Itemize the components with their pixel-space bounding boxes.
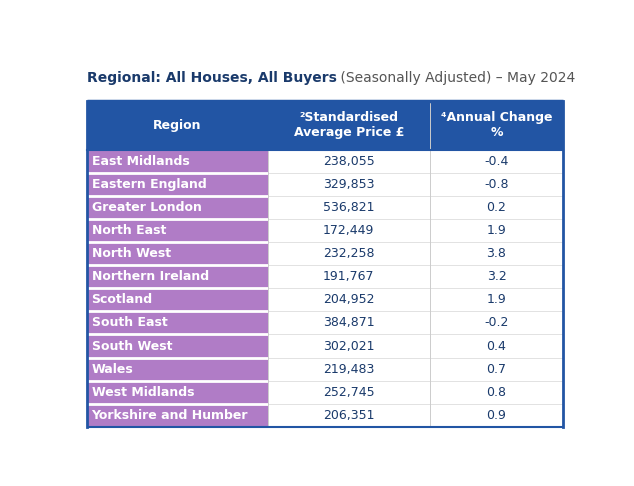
Text: 384,871: 384,871	[323, 316, 375, 330]
Bar	[87, 173, 268, 196]
Text: 0.7: 0.7	[486, 363, 507, 376]
Bar	[87, 312, 268, 334]
Bar	[87, 334, 268, 358]
Text: Regional: All Houses, All Buyers: Regional: All Houses, All Buyers	[87, 71, 337, 86]
Text: 232,258: 232,258	[323, 247, 375, 260]
Bar	[87, 196, 268, 219]
Bar	[87, 150, 268, 173]
Text: ²Standardised
Average Price £: ²Standardised Average Price £	[294, 111, 404, 139]
Bar	[87, 288, 268, 312]
Bar	[87, 219, 268, 242]
Bar	[87, 381, 268, 404]
Text: 172,449: 172,449	[323, 224, 375, 237]
Text: South West: South West	[91, 340, 172, 352]
Text: Scotland: Scotland	[91, 293, 153, 306]
Text: Wales: Wales	[91, 363, 133, 376]
Text: 191,767: 191,767	[323, 270, 375, 283]
Text: 0.4: 0.4	[486, 340, 507, 352]
Text: 0.9: 0.9	[486, 409, 507, 422]
Text: 238,055: 238,055	[323, 155, 375, 168]
Bar	[87, 242, 268, 265]
Text: 0.2: 0.2	[486, 201, 507, 214]
Text: Northern Ireland: Northern Ireland	[91, 270, 209, 283]
Text: 204,952: 204,952	[323, 293, 375, 306]
Text: -0.2: -0.2	[484, 316, 508, 330]
Text: North West: North West	[91, 247, 171, 260]
Text: North East: North East	[91, 224, 166, 237]
Text: 0.8: 0.8	[486, 386, 507, 399]
Text: South East: South East	[91, 316, 167, 330]
Text: Greater London: Greater London	[91, 201, 202, 214]
Text: Yorkshire and Humber: Yorkshire and Humber	[91, 409, 248, 422]
Text: Region: Region	[153, 119, 202, 132]
Text: 206,351: 206,351	[323, 409, 375, 422]
Text: Eastern England: Eastern England	[91, 178, 206, 191]
Bar	[87, 358, 268, 381]
Bar	[87, 102, 563, 150]
Text: ⁴Annual Change
%: ⁴Annual Change %	[441, 111, 552, 139]
Text: 329,853: 329,853	[323, 178, 375, 191]
Text: West Midlands: West Midlands	[91, 386, 194, 399]
Text: 536,821: 536,821	[323, 201, 375, 214]
Text: 219,483: 219,483	[323, 363, 375, 376]
Text: 1.9: 1.9	[487, 224, 507, 237]
Text: -0.4: -0.4	[484, 155, 508, 168]
Text: -0.8: -0.8	[484, 178, 508, 191]
Text: 3.8: 3.8	[486, 247, 507, 260]
Text: 252,745: 252,745	[323, 386, 375, 399]
Text: East Midlands: East Midlands	[91, 155, 190, 168]
Bar	[87, 265, 268, 288]
Text: 302,021: 302,021	[323, 340, 375, 352]
Bar	[87, 404, 268, 427]
Text: (Seasonally Adjusted) – May 2024: (Seasonally Adjusted) – May 2024	[337, 71, 576, 86]
Text: 1.9: 1.9	[487, 293, 507, 306]
Text: 3.2: 3.2	[487, 270, 507, 283]
